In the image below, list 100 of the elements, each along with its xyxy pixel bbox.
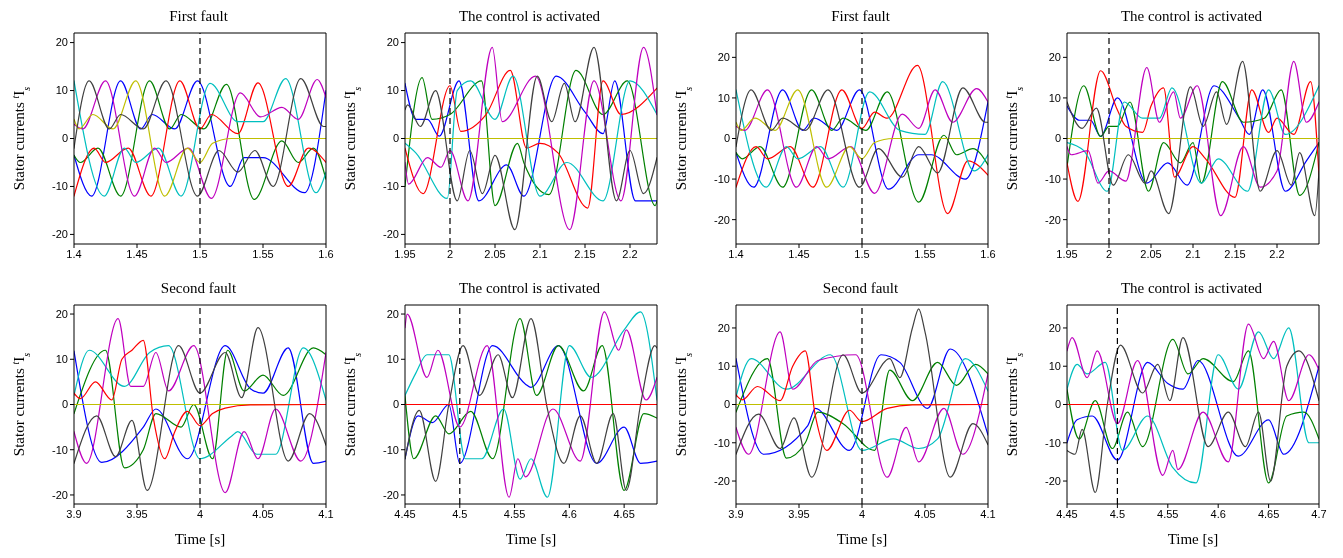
x-tick-label: 4.65 [1257,507,1280,520]
x-tick-label: 1.45 [788,247,810,260]
x-tick-label: 3.95 [788,507,810,520]
y-tick-label: -20 [383,488,399,501]
x-tick-label: 1.6 [980,247,996,260]
y-tick-label: 0 [61,132,68,145]
x-tick-label: 2.05 [1140,247,1162,260]
y-tick-label: -10 [383,180,399,193]
x-tick-label: 1.45 [126,247,148,260]
y-tick-label: -20 [714,474,730,487]
y-tick-label: 10 [55,84,68,97]
chart-title: The control is activated [457,8,602,26]
x-tick-label: 3.95 [126,507,148,520]
chart-title: Second fault [159,280,238,298]
x-tick-label: 1.6 [318,247,334,260]
y-tick-label: 10 [1048,91,1061,104]
x-tick-label: 4.45 [1056,507,1078,520]
x-tick-label: 2.05 [484,247,506,260]
y-tick-label: 10 [55,353,68,366]
y-tick-label: -20 [52,228,68,241]
x-tick-label: 4.6 [1210,507,1226,520]
x-tick-label: 4.6 [561,507,577,520]
y-tick-label: 0 [1054,132,1061,145]
y-tick-label: 20 [1048,321,1061,334]
y-tick-label: -20 [52,488,68,501]
y-tick-label: -10 [1045,172,1061,185]
x-tick-label: 2.2 [622,247,638,260]
line-series [1067,60,1319,217]
y-tick-label: 0 [392,398,399,411]
x-tick-label: 4.05 [252,507,274,520]
y-tick-label: 20 [386,307,399,320]
y-tick-label: -20 [1045,213,1061,226]
chart-title: The control is activated [1119,8,1264,26]
y-tick-label: 0 [1054,398,1061,411]
y-tick-label: 0 [723,398,730,411]
line-series [1067,359,1319,461]
chart-title: First fault [168,8,229,26]
x-tick-label: 2.1 [1185,247,1201,260]
y-tick-label: 20 [55,307,68,320]
x-tick-label: 4.5 [452,507,468,520]
y-tick-label: 0 [723,132,730,145]
x-axis-title: Time [s] [1167,531,1219,547]
y-tick-label: 20 [717,51,730,64]
x-tick-label: 1.5 [854,247,870,260]
chart-title: The control is activated [1119,280,1264,298]
x-tick-label: 4.55 [503,507,526,520]
x-tick-label: 1.55 [914,247,936,260]
y-tick-label: -20 [714,213,730,226]
y-tick-label: 10 [386,353,399,366]
x-tick-label: 4 [858,507,866,520]
x-tick-label: 2.2 [1269,247,1285,260]
line-series [405,345,657,464]
y-tick-label: -10 [383,443,399,456]
x-tick-label: 1.95 [394,247,416,260]
y-tick-label: -20 [383,228,399,241]
x-tick-label: 2.15 [574,247,596,260]
x-tick-label: 4 [196,507,204,520]
x-tick-label: 4.55 [1157,507,1179,520]
y-tick-label: 10 [717,360,730,373]
y-tick-label: 10 [1048,360,1061,373]
chart-title: The control is activated [457,280,602,298]
x-tick-label: 2 [1105,247,1113,260]
x-axis-title: Time [s] [836,531,888,547]
y-tick-label: -10 [1045,436,1061,449]
y-tick-label: -20 [1045,474,1061,487]
y-tick-label: 10 [717,91,730,104]
y-tick-label: 20 [1048,51,1061,64]
x-tick-label: 2.1 [532,247,548,260]
x-tick-label: 4.05 [914,507,936,520]
x-axis-title: Time [s] [505,531,557,547]
x-tick-label: 1.5 [192,247,208,260]
x-tick-label: 1.55 [252,247,274,260]
x-tick-label: 2 [446,247,454,260]
y-tick-label: -10 [52,180,68,193]
x-tick-label: 1.4 [66,247,82,260]
x-tick-label: 2.15 [1224,247,1246,260]
x-tick-label: 4.7 [1311,507,1327,520]
y-tick-label: 0 [61,398,68,411]
x-tick-label: 4.5 [1109,507,1126,520]
x-axis-title: Time [s] [174,531,226,547]
x-tick-label: 4.65 [613,507,635,520]
y-tick-label: -10 [714,172,730,185]
x-tick-label: 4.1 [318,507,334,520]
chart-title: Second fault [821,280,900,298]
x-tick-label: 4.45 [394,507,416,520]
x-tick-label: 3.9 [66,507,82,520]
y-tick-label: -10 [714,436,730,449]
y-tick-label: 20 [55,36,68,49]
y-tick-label: 20 [386,36,399,49]
x-tick-label: 3.9 [728,507,744,520]
chart-title: First fault [830,8,891,26]
y-tick-label: 10 [386,84,399,97]
y-tick-label: -10 [52,443,68,456]
line-series [736,64,988,215]
line-series [405,46,657,231]
y-tick-label: 20 [717,321,730,334]
x-tick-label: 1.95 [1056,247,1078,260]
x-tick-label: 4.1 [980,507,996,520]
x-tick-label: 1.4 [728,247,744,260]
y-tick-label: 0 [392,132,399,145]
